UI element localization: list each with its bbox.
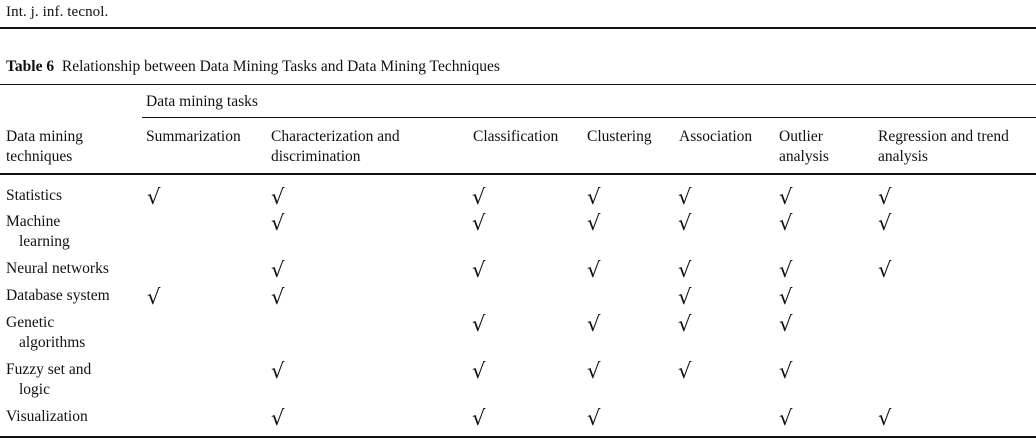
check-mark-icon: √ xyxy=(472,406,486,430)
header-rule xyxy=(0,27,1036,30)
cell-line: learning xyxy=(19,233,70,250)
cell-line: Genetic xyxy=(6,314,55,331)
check-mark-icon: √ xyxy=(472,258,486,282)
check-mark-icon: √ xyxy=(878,406,892,430)
cell-line: Fuzzy set and xyxy=(6,361,92,378)
cell-line: Regression and trend xyxy=(878,128,1009,145)
check-mark-icon: √ xyxy=(779,211,793,235)
cell-line: Characterization and xyxy=(271,128,400,145)
column-header: Classification xyxy=(473,127,558,147)
check-mark-icon: √ xyxy=(587,211,601,235)
cell-line: Summarization xyxy=(146,128,241,145)
cell-line: logic xyxy=(19,381,50,398)
row-label: Visualization xyxy=(6,407,88,427)
table-header-rule xyxy=(0,173,1036,176)
cell-line: Data mining xyxy=(6,128,84,145)
check-mark-icon: √ xyxy=(271,258,285,282)
check-mark-icon: √ xyxy=(472,359,486,383)
check-mark-icon: √ xyxy=(271,359,285,383)
cell-line: discrimination xyxy=(271,148,361,165)
cell-line: analysis xyxy=(878,148,928,165)
check-mark-icon: √ xyxy=(678,258,692,282)
table-top-rule xyxy=(0,84,1036,86)
check-mark-icon: √ xyxy=(587,359,601,383)
check-mark-icon: √ xyxy=(587,406,601,430)
cell-line: Machine xyxy=(6,213,61,230)
row-label: Statistics xyxy=(6,186,62,206)
check-mark-icon: √ xyxy=(472,185,486,209)
check-mark-icon: √ xyxy=(271,285,285,309)
cell-line: Classification xyxy=(473,128,559,145)
check-mark-icon: √ xyxy=(678,185,692,209)
cell-line: Database system xyxy=(6,287,110,304)
check-mark-icon: √ xyxy=(779,258,793,282)
column-header: Summarization xyxy=(146,127,241,147)
check-mark-icon: √ xyxy=(147,285,161,309)
cell-line: Visualization xyxy=(6,408,88,425)
column-header: Outlier analysis xyxy=(779,127,829,167)
check-mark-icon: √ xyxy=(472,312,486,336)
check-mark-icon: √ xyxy=(472,211,486,235)
row-label: Machine learning xyxy=(6,212,70,252)
check-mark-icon: √ xyxy=(878,258,892,282)
stub-header: Data mining techniques xyxy=(6,127,83,167)
check-mark-icon: √ xyxy=(587,258,601,282)
cell-line: analysis xyxy=(779,148,829,165)
check-mark-icon: √ xyxy=(779,359,793,383)
cell-line: Association xyxy=(679,128,753,145)
check-mark-icon: √ xyxy=(587,185,601,209)
check-mark-icon: √ xyxy=(678,312,692,336)
cell-line: Clustering xyxy=(587,128,652,145)
table-caption: Table 6 Relationship between Data Mining… xyxy=(6,58,500,76)
caption-text: Relationship between Data Mining Tasks a… xyxy=(61,58,500,75)
group-header-rule xyxy=(142,117,1036,118)
cell-line: Outlier xyxy=(779,128,823,145)
check-mark-icon: √ xyxy=(271,185,285,209)
column-header: Clustering xyxy=(587,127,652,147)
cell-line: techniques xyxy=(6,148,73,165)
cell-line: Statistics xyxy=(6,187,62,204)
check-mark-icon: √ xyxy=(271,406,285,430)
check-mark-icon: √ xyxy=(147,185,161,209)
check-mark-icon: √ xyxy=(271,211,285,235)
check-mark-icon: √ xyxy=(678,359,692,383)
check-mark-icon: √ xyxy=(779,312,793,336)
check-mark-icon: √ xyxy=(779,406,793,430)
cell-line: Neural networks xyxy=(6,260,109,277)
row-label: Database system xyxy=(6,286,110,306)
running-head: Int. j. inf. tecnol. xyxy=(6,4,109,20)
row-label: Genetic algorithms xyxy=(6,313,85,353)
table-bottom-rule xyxy=(0,436,1036,439)
row-label: Neural networks xyxy=(6,259,109,279)
check-mark-icon: √ xyxy=(587,312,601,336)
check-mark-icon: √ xyxy=(878,211,892,235)
group-header-text: Data mining tasks xyxy=(146,93,258,110)
check-mark-icon: √ xyxy=(878,185,892,209)
check-mark-icon: √ xyxy=(779,185,793,209)
check-mark-icon: √ xyxy=(678,285,692,309)
column-header: Association xyxy=(679,127,752,147)
check-mark-icon: √ xyxy=(779,285,793,309)
caption-label: Table 6 xyxy=(6,58,55,75)
cell-line: algorithms xyxy=(19,334,86,351)
row-label: Fuzzy set and logic xyxy=(6,360,91,400)
column-header: Characterization and discrimination xyxy=(271,127,400,167)
column-header: Regression and trend analysis xyxy=(878,127,1009,167)
check-mark-icon: √ xyxy=(678,211,692,235)
